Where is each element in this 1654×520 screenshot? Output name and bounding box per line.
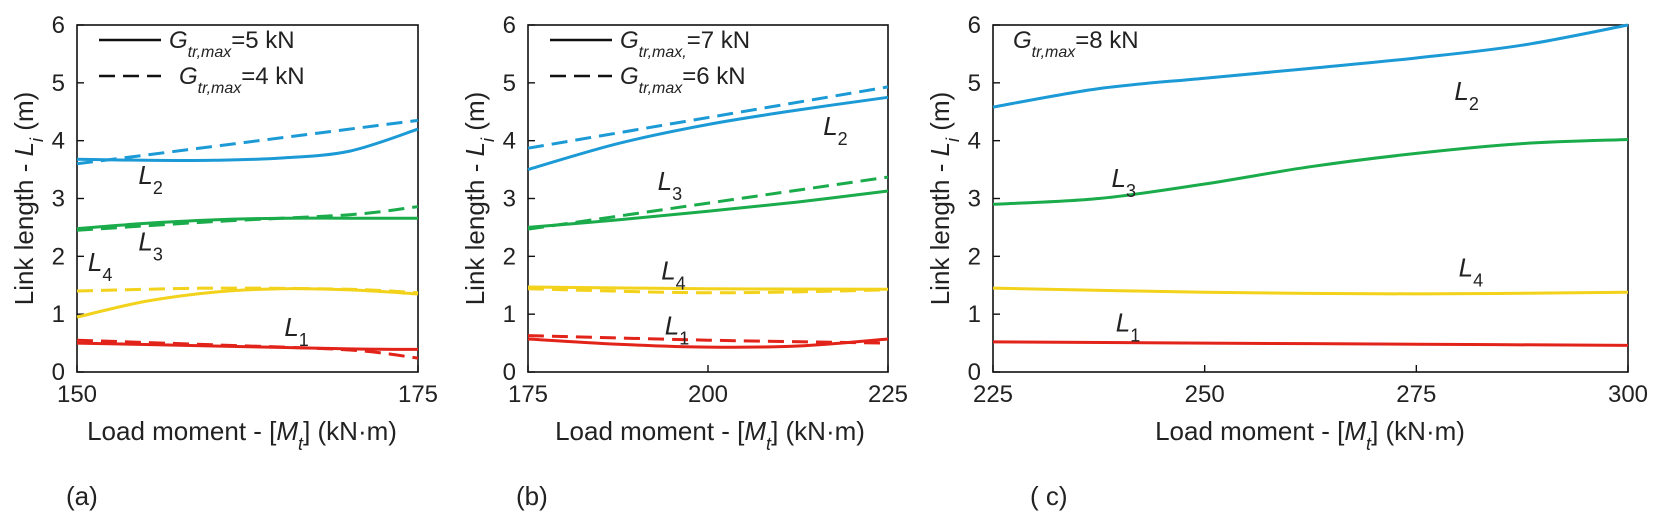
- series-line-l4-solid: [527, 285, 889, 291]
- y-tick-label: 4: [968, 128, 981, 155]
- panel-label: ( c): [1030, 481, 1068, 511]
- series-line-l4-solid: [76, 287, 419, 319]
- series-line-l3-dashed: [76, 205, 419, 232]
- panel-label: (a): [66, 481, 98, 511]
- chart-panel-3: 0 1 2 3 4 5 6 225 250 275 300 Load moment - [Mt] (k…: [925, 12, 1648, 511]
- y-tick-label: 3: [503, 186, 516, 213]
- legend-label: Gtr,max=8 kN: [1013, 27, 1139, 61]
- series-line-l1-solid: [76, 341, 419, 351]
- y-tick-label: 0: [52, 359, 65, 386]
- y-tick-label: 1: [503, 301, 516, 328]
- series-line-l4-dashed: [527, 287, 889, 295]
- series-line-l2-solid: [527, 95, 889, 172]
- y-tick-label: 5: [52, 70, 65, 97]
- y-tick-label: 4: [503, 128, 516, 155]
- x-axis-label: Load moment - [Mt] (kN·m): [555, 416, 865, 454]
- y-tick-label: 0: [968, 359, 981, 386]
- y-tick-label: 6: [52, 12, 65, 39]
- panel-label: (b): [516, 481, 548, 511]
- curve-label-l2: L2: [823, 111, 847, 149]
- x-tick-label: 275: [1396, 381, 1436, 408]
- y-tick-label: 5: [968, 70, 981, 97]
- curve-label-l1: L1: [1116, 308, 1140, 346]
- y-tick-label: 2: [503, 243, 516, 270]
- series-line-l4-dashed: [76, 286, 419, 295]
- series-line-l2-dashed: [76, 118, 419, 166]
- y-tick-label: 5: [503, 70, 516, 97]
- y-tick-label: 2: [968, 243, 981, 270]
- series-line-l3-dashed: [527, 175, 889, 231]
- series-line-l3-solid: [527, 189, 889, 229]
- y-tick-label: 4: [52, 128, 65, 155]
- curve-label-l4: L4: [1459, 253, 1483, 291]
- y-tick-label: 1: [52, 301, 65, 328]
- y-tick-label: 6: [968, 12, 981, 39]
- x-tick-label: 175: [508, 381, 548, 408]
- legend-label: Gtr,max=4 kN: [179, 63, 305, 97]
- legend-label: Gtr,max=6 kN: [620, 63, 746, 97]
- series-line-l2-solid: [76, 127, 419, 163]
- series-line-l4-solid: [992, 286, 1629, 296]
- curve-label-l2: L2: [138, 160, 162, 198]
- y-tick-label: 0: [503, 359, 516, 386]
- x-tick-label: 225: [973, 381, 1013, 408]
- y-axis-label: Link length - Li (m): [9, 92, 47, 306]
- y-tick-label: 1: [968, 301, 981, 328]
- curve-label-l1: L1: [665, 310, 689, 348]
- y-tick-label: 3: [968, 186, 981, 213]
- x-axis-label: Load moment - [Mt] (kN·m): [87, 416, 397, 454]
- x-tick-label: 225: [868, 381, 908, 408]
- legend-label: Gtr,max,=7 kN: [620, 27, 750, 61]
- series-line-l1-dashed: [527, 334, 889, 345]
- series-line-l1-dashed: [76, 338, 419, 360]
- x-tick-label: 175: [398, 381, 438, 408]
- legend-label: Gtr,max=5 kN: [169, 27, 295, 61]
- x-axis-label: Load moment - [Mt] (kN·m): [1155, 416, 1465, 454]
- curve-label-l4: L4: [661, 255, 685, 293]
- curve-label-l3: L3: [138, 227, 162, 265]
- y-tick-label: 3: [52, 186, 65, 213]
- x-tick-label: 150: [57, 381, 97, 408]
- y-axis-label: Link length - Li (m): [460, 92, 498, 306]
- series-line-l1-solid: [527, 337, 889, 349]
- x-tick-label: 200: [688, 381, 728, 408]
- x-tick-label: 300: [1608, 381, 1648, 408]
- series-line-l3-solid: [992, 138, 1629, 206]
- series-line-l2-dashed: [527, 85, 889, 150]
- y-tick-label: 2: [52, 243, 65, 270]
- curve-label-l3: L3: [658, 166, 682, 204]
- y-axis-label: Link length - Li (m): [925, 92, 963, 306]
- x-tick-label: 250: [1185, 381, 1225, 408]
- curve-label-l3: L3: [1112, 163, 1136, 201]
- curve-label-l1: L1: [284, 312, 308, 350]
- series-line-l1-solid: [992, 340, 1629, 347]
- y-tick-label: 6: [503, 12, 516, 39]
- curve-label-l4: L4: [88, 247, 112, 285]
- series-line-l2-solid: [992, 23, 1629, 109]
- curve-label-l2: L2: [1454, 76, 1478, 114]
